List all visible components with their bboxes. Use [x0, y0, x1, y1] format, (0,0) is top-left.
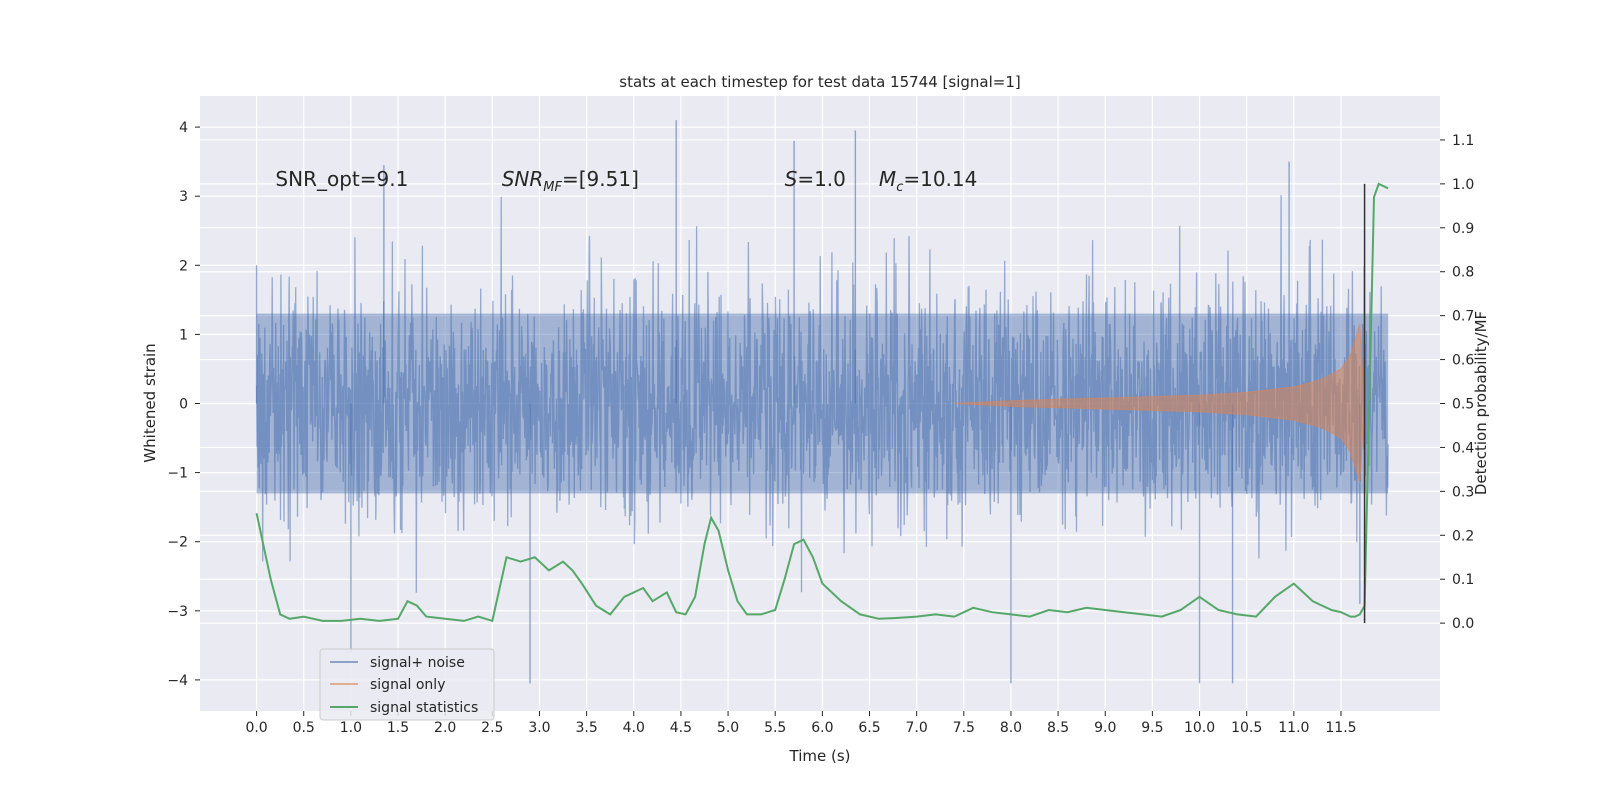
- legend-label-signal-noise: signal+ noise: [370, 655, 465, 671]
- x-tick-label: 3.5: [575, 720, 597, 736]
- y-tick-label: −4: [167, 673, 188, 689]
- y-axis-label: Whitened strain: [141, 343, 159, 462]
- y2-axis-label: Detection probability/MF: [1472, 311, 1490, 495]
- x-tick-label: 3.0: [528, 720, 550, 736]
- x-tick-label: 0.5: [293, 720, 315, 736]
- annotation: S=1.0: [785, 167, 846, 191]
- y2-tick-label: 0.9: [1452, 221, 1474, 237]
- x-tick-label: 7.5: [953, 720, 975, 736]
- x-tick-label: 6.0: [811, 720, 833, 736]
- x-axis-label: Time (s): [789, 747, 851, 765]
- y-tick-label: −3: [167, 604, 188, 620]
- x-tick-label: 8.5: [1047, 720, 1069, 736]
- x-tick-label: 2.5: [481, 720, 503, 736]
- legend-label-signal-statistics: signal statistics: [370, 700, 478, 716]
- y-tick-label: −1: [167, 466, 188, 482]
- x-tick-label: 5.0: [717, 720, 739, 736]
- x-tick-label: 6.5: [858, 720, 880, 736]
- x-tick-label: 4.0: [623, 720, 645, 736]
- y-axis-right: 0.0 0.1 0.2 0.3 0.4 0.5 0.6 0.7 0.8 0.9 1.0 1.1: [1440, 133, 1474, 632]
- y-tick-label: 4: [179, 120, 188, 136]
- x-tick-label: 11.0: [1278, 720, 1309, 736]
- y-tick-label: −2: [167, 535, 188, 551]
- y2-tick-label: 0.1: [1452, 572, 1474, 588]
- y2-tick-label: 0.3: [1452, 484, 1474, 500]
- x-tick-label: 0.0: [245, 720, 267, 736]
- x-tick-label: 4.5: [670, 720, 692, 736]
- legend-label-signal-only: signal only: [370, 677, 445, 693]
- y2-tick-label: 1.1: [1452, 133, 1474, 149]
- legend: signal+ noise signal only signal statist…: [319, 648, 495, 721]
- y-tick-label: 2: [179, 258, 188, 274]
- y2-tick-label: 0.2: [1452, 528, 1474, 544]
- y2-tick-label: 0.7: [1452, 309, 1474, 325]
- y2-tick-label: 0.8: [1452, 265, 1474, 281]
- x-tick-label: 10.0: [1184, 720, 1215, 736]
- y2-tick-label: 0.6: [1452, 353, 1474, 369]
- x-tick-label: 1.5: [387, 720, 409, 736]
- x-tick-label: 10.5: [1231, 720, 1262, 736]
- x-tick-label: 9.0: [1094, 720, 1116, 736]
- legend-box: [319, 648, 495, 721]
- x-tick-label: 1.0: [340, 720, 362, 736]
- series-signal-statistics: [255, 182, 1389, 623]
- annotation: Mc=10.14: [879, 167, 977, 195]
- y-tick-label: 1: [179, 327, 188, 343]
- x-tick-label: 11.5: [1325, 720, 1356, 736]
- x-tick-label: 8.0: [1000, 720, 1022, 736]
- x-tick-label: 2.0: [434, 720, 456, 736]
- y-tick-label: 3: [179, 189, 188, 205]
- y2-tick-label: 0.0: [1452, 616, 1474, 632]
- y2-tick-label: 0.5: [1452, 397, 1474, 413]
- x-tick-label: 5.5: [764, 720, 786, 736]
- series-signal-noise-core: [256, 313, 1389, 494]
- annotation: SNRMF=[9.51]: [502, 167, 639, 195]
- y-tick-label: 0: [179, 397, 188, 413]
- y-axis-left: −4 −3 −2 −1 0 1 2 3 4: [167, 120, 200, 689]
- series-layer: [255, 120, 1389, 684]
- y2-tick-label: 1.0: [1452, 177, 1474, 193]
- y2-tick-label: 0.4: [1452, 440, 1474, 456]
- annotations: SNR_opt=9.1 SNRMF=[9.51] S=1.0 Mc=10.14: [275, 167, 977, 195]
- x-axis: 0.0 0.5 1.0 1.5 2.0 2.5 3.0 3.5 4.0 4.5 5.0 5.5 6.0 6…: [245, 711, 1357, 736]
- chart-title: stats at each timestep for test data 157…: [619, 73, 1020, 91]
- x-tick-label: 9.5: [1141, 720, 1163, 736]
- annotation: SNR_opt=9.1: [275, 167, 408, 191]
- x-tick-label: 7.0: [906, 720, 928, 736]
